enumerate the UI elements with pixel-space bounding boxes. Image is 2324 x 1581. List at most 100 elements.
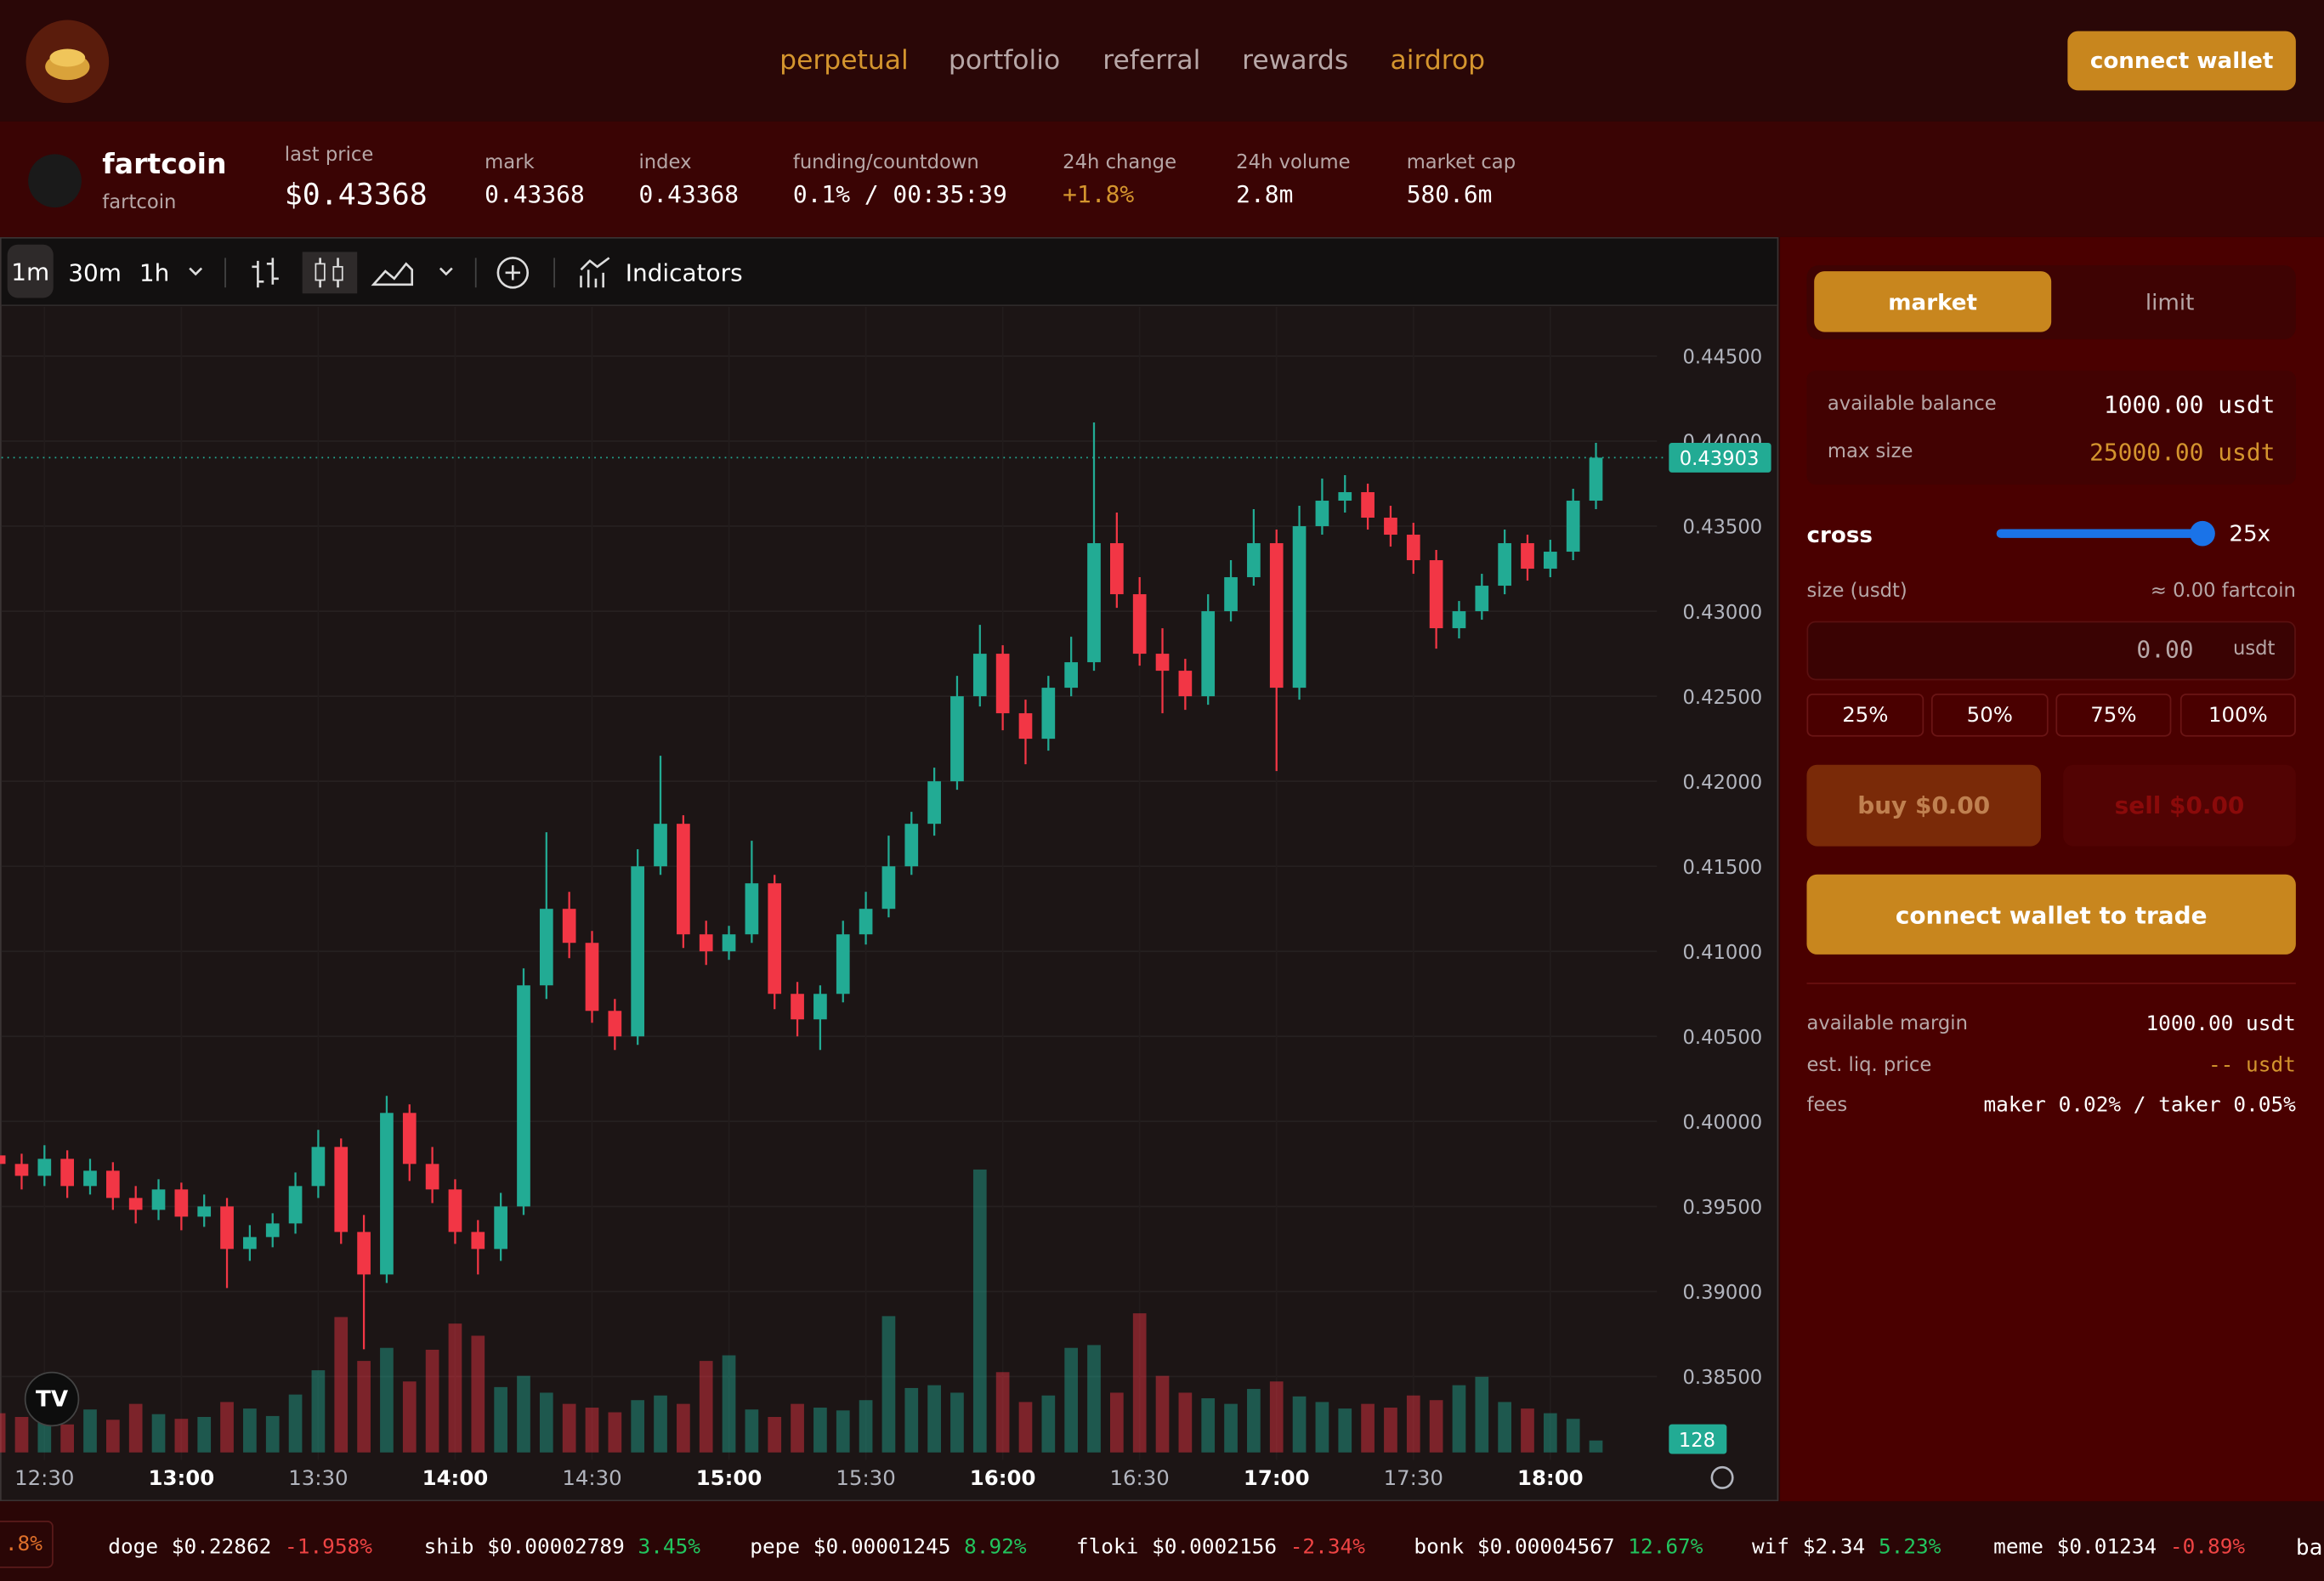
nav-link[interactable]: rewards: [1242, 45, 1349, 76]
nav-link[interactable]: portfolio: [948, 45, 1061, 76]
tape-item[interactable]: wif $2.34 5.23%: [1752, 1535, 1941, 1559]
balance-label: available balance: [1827, 393, 1997, 416]
tape-item[interactable]: shib $0.00002789 3.45%: [424, 1535, 700, 1559]
volume-bar: [1041, 1395, 1056, 1453]
market-bar: [0, 121, 2324, 237]
volume-bar: [1429, 1400, 1443, 1453]
size-input[interactable]: [1806, 620, 2296, 681]
candle-body: [1269, 543, 1284, 688]
tab-limit[interactable]: limit: [2145, 289, 2195, 316]
volume-bar: [813, 1408, 827, 1453]
candle-body: [1109, 543, 1124, 595]
tape-item[interactable]: pepe $0.00001245 8.92%: [750, 1535, 1026, 1559]
buy-button[interactable]: buy $0.00: [1806, 764, 2041, 847]
candle-body: [1361, 492, 1375, 518]
stat-value: $0.43368: [284, 176, 428, 212]
candle-body: [448, 1189, 462, 1232]
size-unit: usdt: [2232, 638, 2276, 660]
candle-body: [37, 1159, 52, 1176]
volume-bar: [768, 1417, 782, 1453]
indicators-button[interactable]: Indicators: [625, 258, 743, 287]
volume-bar: [243, 1408, 257, 1453]
nav-link[interactable]: referral: [1102, 45, 1201, 76]
interval-button[interactable]: 30m: [68, 258, 122, 287]
volume-bar: [1315, 1402, 1329, 1453]
volume-bar: [1361, 1403, 1375, 1453]
x-tick-label: 16:30: [1110, 1465, 1170, 1490]
x-tick-label: 15:00: [696, 1465, 762, 1490]
candle-body: [699, 934, 713, 952]
nav-link[interactable]: perpetual: [779, 45, 909, 76]
candle-body: [311, 1147, 326, 1187]
volume-bar: [585, 1408, 599, 1453]
last-volume-label: 128: [1679, 1430, 1715, 1452]
volume-bar: [1269, 1381, 1284, 1453]
candle-body: [813, 994, 827, 1020]
stat-value: 0.1% / 00:35:39: [792, 179, 1007, 208]
tape-item[interactable]: meme $0.01234 -0.89%: [1993, 1535, 2245, 1559]
percent-button[interactable]: 75%: [2055, 694, 2172, 737]
y-tick-label: 0.39500: [1682, 1197, 1762, 1219]
volume-bar: [562, 1403, 576, 1453]
volume-bar: [1475, 1376, 1489, 1453]
size-placeholder: 0.00: [2136, 635, 2194, 664]
leverage-slider[interactable]: [1992, 518, 2221, 548]
volume-bar: [471, 1335, 485, 1453]
volume-bar: [1201, 1398, 1216, 1453]
candle-body: [1498, 543, 1511, 586]
toolbar-icons: [189, 252, 610, 294]
candle-body: [1406, 535, 1420, 561]
volume-bar: [151, 1414, 166, 1453]
volume-bar: [1018, 1402, 1033, 1453]
interval-button[interactable]: 1h: [139, 258, 170, 287]
sell-button[interactable]: sell $0.00: [2063, 764, 2296, 847]
candle-body: [151, 1189, 166, 1210]
volume-bar: [904, 1387, 919, 1453]
candle-body: [174, 1189, 189, 1217]
balance-card: [1806, 370, 2296, 485]
volume-bar: [14, 1417, 29, 1453]
percent-button[interactable]: 25%: [1806, 694, 1924, 737]
x-tick-label: 16:00: [970, 1465, 1036, 1490]
volume-bar: [1109, 1392, 1124, 1453]
margin-mode[interactable]: cross: [1806, 521, 1873, 549]
connect-wallet-button[interactable]: connect wallet: [2067, 31, 2296, 91]
last-price-tag: [1669, 442, 1771, 473]
tape-change: 8.92%: [964, 1535, 1027, 1560]
candle-body: [1155, 654, 1170, 672]
candle-body: [14, 1164, 29, 1176]
candle-body: [1224, 577, 1238, 612]
tab-market[interactable]: market: [1814, 271, 2052, 332]
stat-label: 24h volume: [1236, 151, 1351, 174]
percent-button[interactable]: 50%: [1930, 694, 2049, 737]
volume-bar: [197, 1417, 212, 1453]
logo[interactable]: [26, 20, 110, 104]
y-tick-label: 0.40000: [1682, 1112, 1762, 1134]
connect-trade-button[interactable]: connect wallet to trade: [1806, 874, 2296, 955]
tape-change: 5.23%: [1878, 1535, 1941, 1560]
tape-item[interactable]: doge $0.22862 -1.958%: [108, 1535, 372, 1559]
stat-value: 0.43368: [485, 179, 585, 208]
interval-button[interactable]: 1m: [7, 244, 54, 298]
candle-body: [1543, 552, 1557, 570]
tape-item[interactable]: bonk $0.00004567 12.67%: [1414, 1535, 1703, 1559]
volume-bar: [677, 1403, 690, 1453]
nav-link[interactable]: airdrop: [1390, 45, 1486, 76]
volume-bar: [1452, 1385, 1466, 1453]
candle-body: [1018, 713, 1033, 740]
stat-value: 580.6m: [1406, 179, 1493, 208]
candle-body: [631, 866, 645, 1037]
x-tick-label: 17:30: [1384, 1465, 1443, 1490]
settings-icon[interactable]: [1710, 1465, 1734, 1489]
volume-bar: [631, 1400, 645, 1453]
volume-bar: [517, 1375, 530, 1453]
y-tick-label: 0.41000: [1682, 942, 1762, 964]
percent-button[interactable]: 100%: [2179, 694, 2296, 737]
volume-bar: [927, 1385, 941, 1453]
tape-item[interactable]: floki $0.0002156 -2.34%: [1076, 1535, 1365, 1559]
tv-logo[interactable]: [24, 1371, 80, 1427]
candle-body: [1384, 518, 1397, 536]
volume-bar: [311, 1370, 326, 1453]
coin-name: fartcoin: [102, 148, 227, 181]
